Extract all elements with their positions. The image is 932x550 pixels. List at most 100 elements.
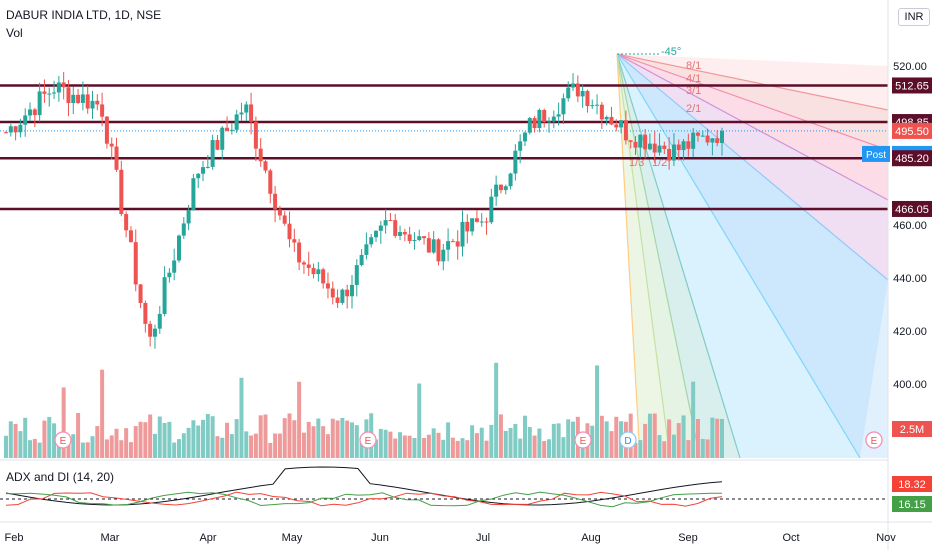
earnings-marker[interactable] — [865, 431, 883, 449]
volume-bar — [407, 435, 412, 458]
volume-bar — [705, 439, 710, 458]
candle-body — [277, 209, 282, 216]
candle-body — [282, 215, 287, 224]
y-tick-label: 460.00 — [893, 220, 927, 232]
volume-bar — [494, 362, 499, 458]
volume-bar — [412, 438, 417, 458]
fan-ray[interactable] — [616, 53, 889, 151]
horizontal-levels — [0, 84, 888, 211]
candle-body — [652, 143, 657, 153]
volume-bar — [455, 440, 460, 458]
candle-body — [498, 184, 503, 191]
candle-body — [234, 114, 239, 130]
candle-body — [66, 87, 71, 104]
candle-body — [340, 289, 345, 303]
volume-bar — [162, 423, 167, 458]
volume-bar — [220, 437, 225, 458]
candle-body — [167, 272, 172, 278]
volume-bar — [388, 431, 393, 458]
fan-ray[interactable] — [616, 53, 889, 111]
candle-body — [186, 210, 191, 224]
candle-body — [402, 232, 407, 235]
candle-body — [325, 283, 330, 289]
candle-body — [128, 230, 133, 243]
volume-bar — [498, 414, 503, 458]
volume-bar — [532, 435, 537, 458]
candle-body — [580, 90, 585, 97]
candle-body — [321, 269, 326, 284]
candle-body — [595, 104, 600, 106]
candle-body — [489, 196, 494, 223]
candle-body — [71, 94, 76, 104]
candle-body — [90, 100, 95, 109]
candle-body — [715, 138, 720, 144]
adx-legend[interactable]: ADX and DI (14, 20) — [6, 470, 115, 484]
price-label-text: 485.20 — [895, 153, 929, 165]
volume-bar — [657, 435, 662, 458]
adx-value-tag — [892, 496, 932, 512]
candle-body — [681, 141, 686, 151]
candle-body — [316, 269, 321, 275]
volume-bar — [402, 435, 407, 458]
volume-bar — [647, 413, 652, 458]
volume-bar — [710, 417, 715, 458]
x-tick-label: Oct — [782, 532, 799, 544]
candle-body — [364, 244, 369, 255]
volume-bar — [287, 413, 292, 458]
volume-bar — [152, 433, 157, 458]
candle-body — [374, 230, 379, 238]
candle-body — [152, 328, 157, 337]
volume-bar — [715, 418, 720, 458]
price-label-tag — [892, 200, 932, 217]
candle-body — [23, 115, 28, 125]
candle-body — [292, 239, 297, 243]
earnings-marker[interactable] — [359, 431, 377, 449]
candle-body — [205, 166, 210, 168]
volume-bar — [378, 428, 383, 458]
candle-body — [13, 126, 18, 133]
x-tick-label: Apr — [199, 532, 216, 544]
candle-body — [556, 114, 561, 117]
volume-bar — [542, 441, 547, 458]
candle-body — [42, 91, 47, 94]
candle-body — [691, 132, 696, 149]
candle-body — [80, 94, 85, 103]
candle-body — [695, 132, 700, 136]
candle-body — [585, 90, 590, 107]
candle-body — [657, 145, 662, 153]
volume-legend[interactable]: Vol — [6, 26, 23, 40]
candle-body — [662, 145, 667, 149]
candle-body — [109, 143, 114, 147]
volume-bar — [537, 428, 542, 458]
volume-bar — [614, 416, 619, 458]
volume-bar — [13, 423, 18, 458]
adx-value-tag — [892, 476, 932, 492]
fan-ray[interactable] — [616, 53, 889, 281]
symbol-legend[interactable]: DABUR INDIA LTD, 1D, NSE — [6, 8, 162, 22]
candle-body — [56, 82, 61, 93]
volume-bar — [686, 440, 691, 458]
volume-bar — [431, 428, 436, 458]
y-tick-label: 400.00 — [893, 379, 927, 391]
currency-button[interactable]: INR — [898, 8, 930, 26]
earnings-marker[interactable] — [54, 431, 72, 449]
candle-body — [407, 234, 412, 242]
volume-bar — [676, 423, 681, 458]
volume-bar — [201, 419, 206, 458]
candle-body — [249, 104, 254, 122]
price-label-tag — [892, 150, 932, 167]
earnings-marker-label: E — [60, 436, 67, 447]
candle-body — [176, 235, 181, 261]
dividend-marker[interactable] — [619, 431, 637, 449]
candle-body — [479, 221, 484, 223]
candle-body — [575, 83, 580, 97]
adx-value-text: 18.32 — [898, 479, 926, 491]
volume-bar — [311, 426, 316, 458]
earnings-marker[interactable] — [574, 431, 592, 449]
fan-zone — [617, 54, 888, 458]
volume-bar — [633, 442, 638, 458]
volume-bar — [446, 422, 451, 458]
fan-ray[interactable] — [616, 53, 889, 201]
candle-body — [378, 225, 383, 231]
